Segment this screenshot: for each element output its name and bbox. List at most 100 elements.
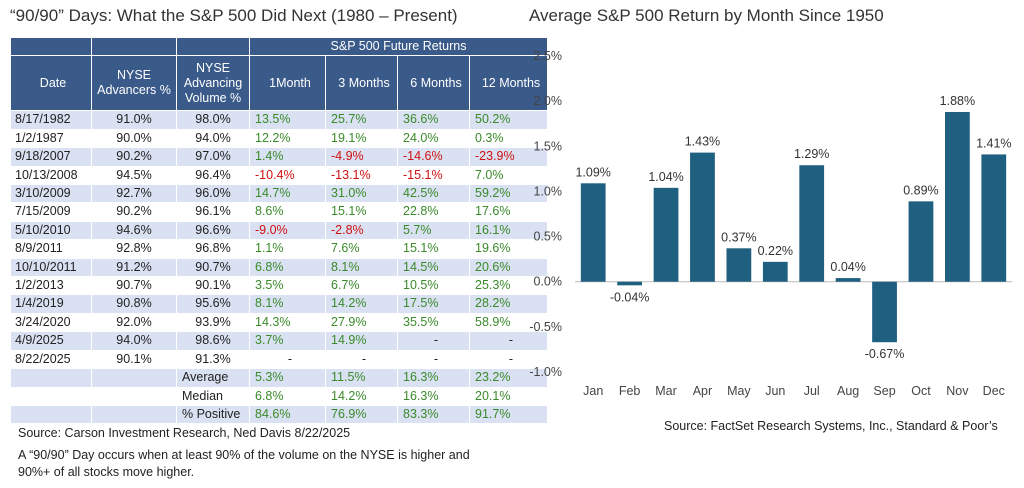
cell-return-1m: 6.8%: [249, 257, 326, 278]
cell-volume: 96.4%: [176, 165, 250, 186]
table-row: 1/2/1987 90.0% 94.0% 12.2% 19.1% 24.0% 0.3%: [10, 128, 548, 149]
table-group-header-row: S&P 500 Future Returns: [10, 36, 548, 57]
chart-title: Average S&P 500 Return by Month Since 19…: [529, 6, 884, 25]
cell-advancers: 90.8%: [91, 294, 177, 314]
x-tick-label: Oct: [911, 384, 931, 398]
cell-return-1m: 3.5%: [249, 276, 326, 296]
cell-return-3m: 19.1%: [325, 128, 398, 149]
column-header-advancers: NYSE Advancers %: [91, 55, 177, 112]
returns-table: S&P 500 Future Returns Date NYSE Advance…: [10, 36, 548, 425]
cell-return-3m: 14.9%: [325, 331, 398, 351]
cell-return-12m: 17.6%: [469, 202, 548, 222]
cell-volume: 90.7%: [176, 257, 250, 278]
x-tick-label: Jul: [804, 384, 820, 398]
cell-volume: 90.1%: [176, 276, 250, 296]
bar-apr: [690, 152, 715, 282]
column-header-volume: NYSE Advancing Volume %: [176, 55, 250, 112]
table-title: “90/90” Days: What the S&P 500 Did Next …: [10, 6, 458, 25]
cell-volume: 93.9%: [176, 312, 250, 333]
summary-empty-cell: [91, 386, 177, 406]
cell-volume: 91.3%: [176, 349, 250, 370]
header-line: Advancers %: [97, 83, 171, 98]
bar-aug: [835, 278, 861, 282]
cell-return-12m: 50.2%: [469, 110, 548, 130]
bar-mar: [653, 187, 679, 282]
y-tick-label: 0.5%: [534, 230, 563, 244]
summary-value-r6: 16.3%: [397, 368, 470, 388]
bar-value-label: 1.43%: [685, 135, 720, 149]
summary-value-r1: 6.8%: [249, 386, 326, 406]
cell-advancers: 92.7%: [91, 184, 177, 204]
cell-return-6m: -15.1%: [397, 165, 470, 186]
bar-jan: [580, 183, 606, 282]
summary-value-r12: 20.1%: [469, 386, 548, 406]
header-line: Advancing: [183, 75, 243, 90]
bar-value-label: 1.09%: [575, 165, 610, 179]
cell-advancers: 90.1%: [91, 349, 177, 370]
cell-return-3m: 6.7%: [325, 276, 398, 296]
bar-jul: [799, 165, 825, 282]
cell-return-3m: 15.1%: [325, 202, 398, 222]
cell-volume: 96.8%: [176, 239, 250, 259]
column-header-1-month: 1Month: [249, 55, 326, 112]
cell-advancers: 92.0%: [91, 312, 177, 333]
cell-return-3m: 8.1%: [325, 257, 398, 278]
cell-advancers: 90.2%: [91, 202, 177, 222]
cell-return-3m: -: [325, 349, 398, 370]
y-tick-label: 2.5%: [534, 49, 563, 63]
cell-return-12m: 16.1%: [469, 220, 548, 241]
bar-value-label: 0.22%: [758, 244, 793, 258]
bar-value-label: 0.89%: [903, 183, 938, 197]
table-row: 1/2/2013 90.7% 90.1% 3.5% 6.7% 10.5% 25.3%: [10, 276, 548, 296]
cell-date: 4/9/2025: [10, 331, 92, 351]
summary-value-r3: 76.9%: [325, 404, 398, 425]
cell-return-6m: -: [397, 349, 470, 370]
cell-date: 3/24/2020: [10, 312, 92, 333]
bar-value-label: -0.04%: [610, 290, 650, 304]
cell-volume: 95.6%: [176, 294, 250, 314]
cell-advancers: 90.7%: [91, 276, 177, 296]
table-column-header-row: Date NYSE Advancers % NYSE Advancing Vol…: [10, 55, 548, 112]
x-tick-label: Sep: [873, 384, 895, 398]
summary-row: % Positive 84.6% 76.9% 83.3% 91.7%: [10, 404, 548, 425]
bar-value-label: 1.41%: [976, 136, 1011, 150]
bar-value-label: 0.37%: [721, 230, 756, 244]
cell-date: 1/2/2013: [10, 276, 92, 296]
cell-advancers: 90.2%: [91, 147, 177, 167]
y-tick-label: -0.5%: [529, 320, 562, 334]
table-row: 4/9/2025 94.0% 98.6% 3.7% 14.9% - -: [10, 331, 548, 351]
cell-volume: 96.0%: [176, 184, 250, 204]
table-row: 10/13/2008 94.5% 96.4% -10.4% -13.1% -15.1% 7.…: [10, 165, 548, 186]
table-row: 8/17/1982 91.0% 98.0% 13.5% 25.7% 36.6% 50.2%: [10, 110, 548, 130]
cell-return-3m: 27.9%: [325, 312, 398, 333]
cell-return-6m: 35.5%: [397, 312, 470, 333]
summary-value-r6: 83.3%: [397, 404, 470, 425]
cell-return-6m: 42.5%: [397, 184, 470, 204]
cell-return-12m: 0.3%: [469, 128, 548, 149]
cell-return-1m: -10.4%: [249, 165, 326, 186]
summary-value-r3: 11.5%: [325, 368, 398, 388]
column-header-12-months: 12 Months: [469, 55, 548, 112]
cell-return-3m: 31.0%: [325, 184, 398, 204]
bar-may: [726, 248, 752, 282]
cell-date: 5/10/2010: [10, 220, 92, 241]
cell-return-1m: 3.7%: [249, 331, 326, 351]
table-row: 5/10/2010 94.6% 96.6% -9.0% -2.8% 5.7% 16.1%: [10, 220, 548, 241]
bar-value-label: 1.29%: [794, 147, 829, 161]
summary-empty-cell: [91, 368, 177, 388]
bar-nov: [944, 111, 970, 282]
cell-date: 8/22/2025: [10, 349, 92, 370]
cell-return-1m: -9.0%: [249, 220, 326, 241]
cell-return-12m: 58.9%: [469, 312, 548, 333]
summary-value-r3: 14.2%: [325, 386, 398, 406]
summary-row: Average 5.3% 11.5% 16.3% 23.2%: [10, 368, 548, 388]
cell-return-1m: 14.3%: [249, 312, 326, 333]
summary-empty-cell: [10, 368, 92, 388]
x-tick-label: Nov: [946, 384, 969, 398]
bar-value-label: 1.04%: [648, 170, 683, 184]
cell-advancers: 91.2%: [91, 257, 177, 278]
y-tick-label: 2.0%: [534, 94, 563, 108]
cell-return-1m: 12.2%: [249, 128, 326, 149]
x-tick-label: May: [727, 384, 751, 398]
cell-return-6m: 22.8%: [397, 202, 470, 222]
